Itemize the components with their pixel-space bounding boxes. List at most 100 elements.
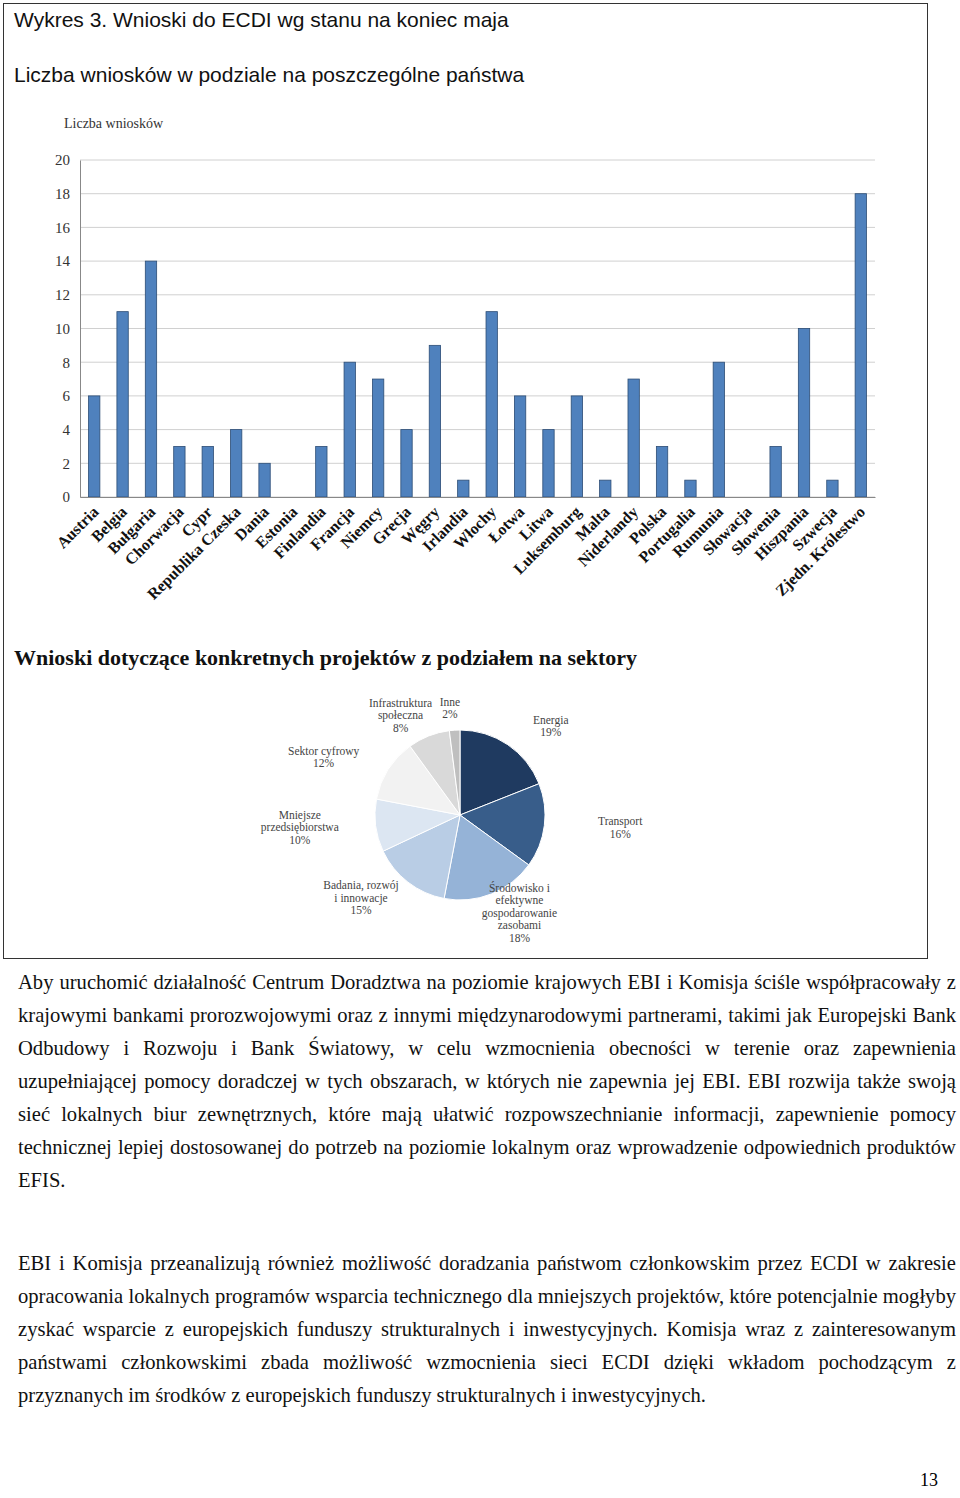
label-value: 16% [610,827,632,839]
data-label: Środowisko iefektywnegospodarowaniezasob… [482,880,557,943]
axis-line [80,161,81,498]
bar [770,446,781,497]
grid-line [80,227,875,228]
tick: 12 [55,287,80,303]
data-label: Inne2% [440,695,460,720]
tick: Austria [53,497,101,551]
bar [117,312,128,497]
data-label: Mniejszeprzedsiębiorstwa10% [261,808,339,845]
axis-title: Liczba wniosków [64,116,164,131]
tick-label: 0 [63,489,71,505]
grid-line [80,160,875,161]
label-value: 19% [540,726,562,738]
bar [259,463,270,497]
figure-frame [4,4,928,959]
tick: 20 [55,152,80,168]
tick-label: 6 [63,388,71,404]
label-name: Inne [440,695,460,707]
bar [174,446,185,497]
label-value: 10% [289,833,311,845]
chart-title: Liczba wniosków w podziale na poszczegól… [14,63,524,86]
bar [713,362,724,497]
bar [656,446,667,497]
grid-line [80,497,875,498]
tick: 2 [63,456,81,472]
grid-line [80,463,875,464]
tick: 10 [55,321,80,337]
bar [486,312,497,497]
figure: Wykres 3. Wnioski do ECDI wg stanu na ko… [0,0,960,962]
bar [401,430,412,497]
label-name: Infrastrukturaspołeczna [369,696,432,722]
grid-line [80,429,875,430]
grid-line [80,193,875,194]
y-axis: 02468101214161820 [55,152,81,505]
tick: 4 [63,422,81,438]
tick-label: 4 [63,422,71,438]
grid-line [80,395,875,396]
label-name: Sektor cyfrowy [288,744,359,757]
label-name: Transport [598,815,643,828]
pie-slice [410,731,460,815]
bar [287,497,298,498]
bar [145,261,156,497]
bar [429,345,440,497]
label-name: Środowisko iefektywnegospodarowaniezasob… [482,880,557,931]
label-value: 18% [509,931,531,943]
tick: 0 [63,489,81,505]
grid [80,160,875,497]
data-label: Infrastrukturaspołeczna8% [369,696,432,733]
bar [202,446,213,497]
pie-slice [449,730,460,815]
label-value: 2% [442,708,458,720]
data-label: Sektor cyfrowy12% [288,744,359,769]
bar [827,480,838,497]
bar [344,362,355,497]
data-label: Energia19% [533,714,569,739]
tick-label: Luksemburg [510,503,585,578]
tick-label: 12 [55,287,70,303]
tick-label: 20 [55,152,70,168]
bar [855,194,866,497]
tick: Zjedn. Królestwo [772,497,869,600]
axis-line [81,497,876,498]
paragraph: EBI i Komisja przeanalizują również możl… [18,1247,956,1412]
label-value: 8% [393,721,409,733]
x-axis: AustriaBelgiaBułgariaChorwacjaCyprRepubl… [53,497,875,603]
label-name: Mniejszeprzedsiębiorstwa [261,808,339,834]
bar [514,396,525,497]
figure-title: Wykres 3. Wnioski do ECDI wg stanu na ko… [14,8,509,31]
bar [458,480,469,497]
bar [798,329,809,498]
grid-line [80,294,875,295]
bar [372,379,383,497]
tick-label: 8 [63,355,71,371]
tick-label: 18 [55,186,70,202]
bar [600,480,611,497]
label-value: 12% [313,757,335,769]
grid-line [80,328,875,329]
label-name: Badania, rozwóji innowacje [323,879,398,905]
page: Wykres 3. Wnioski do ECDI wg stanu na ko… [0,0,960,1498]
grid-line [80,362,875,363]
tick: Republika Czeska [144,497,244,603]
paragraph: Aby uruchomić działalność Centrum Doradz… [18,966,956,1197]
bar [89,396,100,497]
tick: Luksemburg [510,497,585,578]
pie-labels: Energia19% Transport16% Środowisko iefekty… [261,695,643,943]
page-number: 13 [920,1470,938,1491]
bar [316,446,327,497]
tick-label: 10 [55,321,70,337]
label-name: Energia [533,714,569,727]
bar [628,379,639,497]
tick: 6 [63,388,81,404]
tick: 18 [55,186,80,202]
tick: 8 [63,355,81,371]
bars [89,194,867,497]
grid-line [80,261,875,262]
bar [685,480,696,497]
tick-label: Zjedn. Królestwo [772,503,869,600]
bar [230,430,241,497]
label-value: 15% [350,904,372,916]
tick-label: Republika Czeska [144,503,244,603]
